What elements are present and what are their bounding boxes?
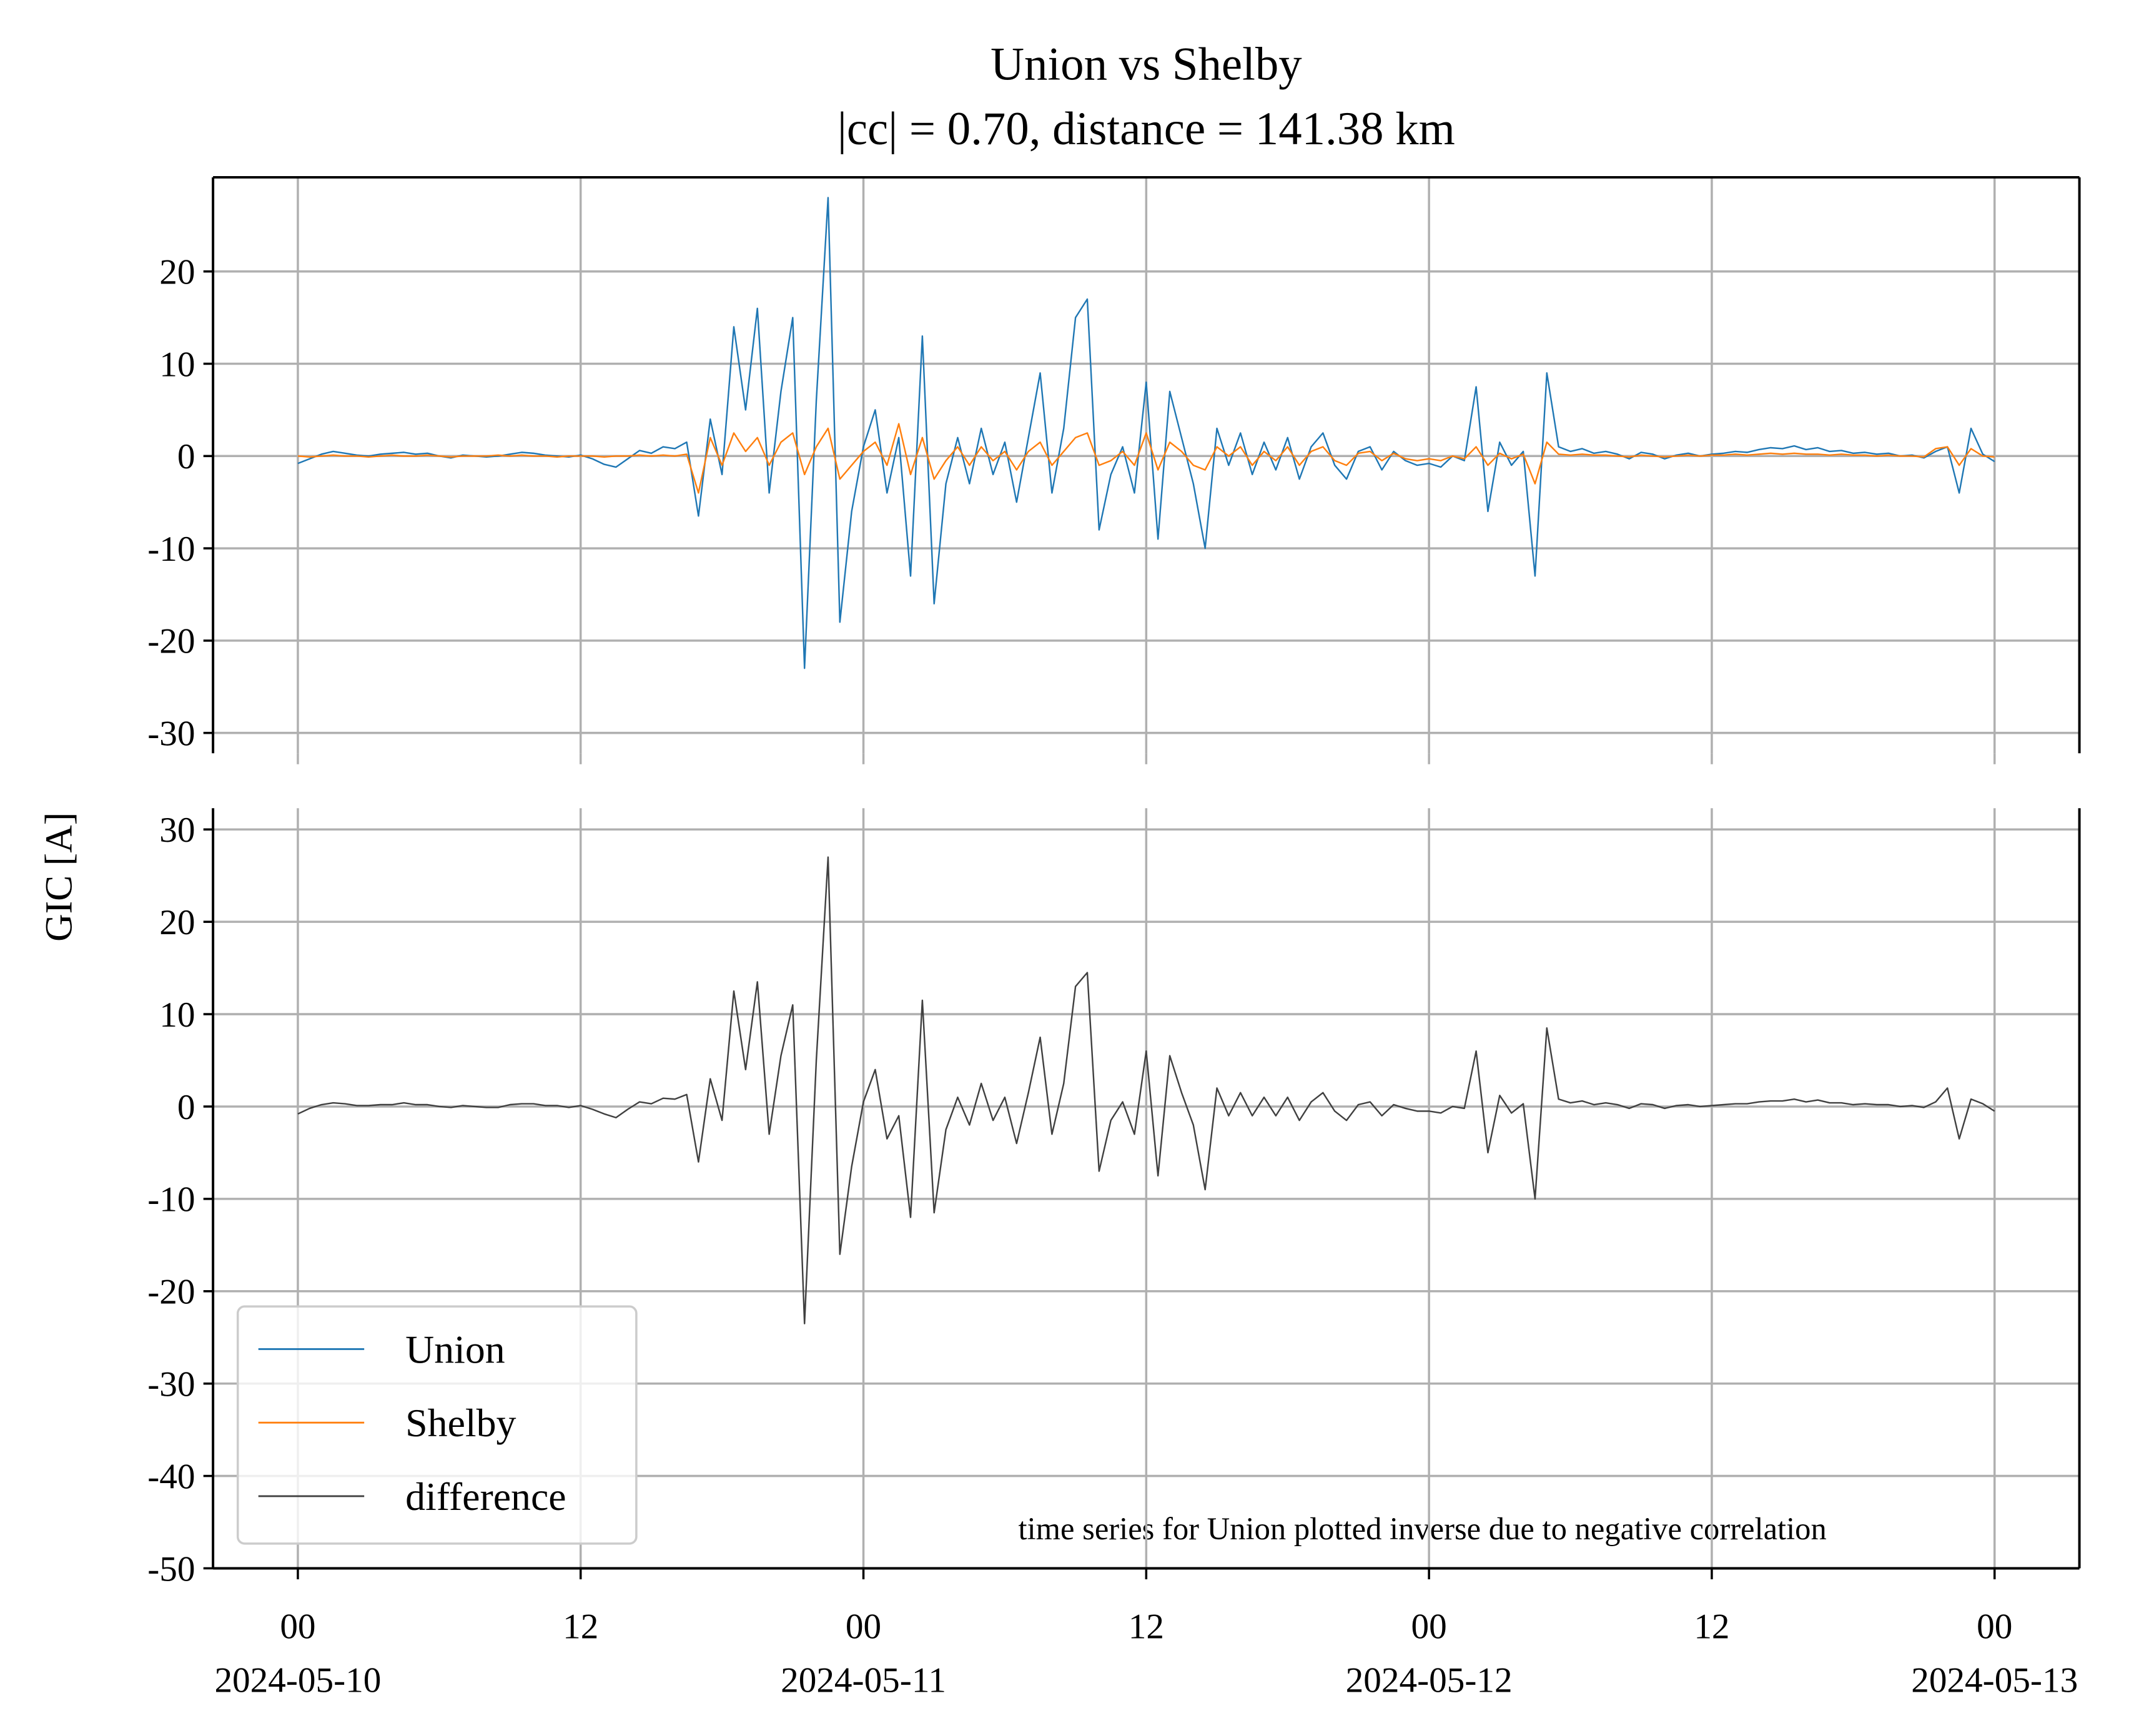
series-line — [297, 197, 1995, 669]
legend-label: Union — [405, 1327, 505, 1371]
y-tick-label: 10 — [159, 345, 195, 384]
x-tick-label: 00 — [280, 1607, 315, 1647]
y-tick-label: 0 — [177, 437, 195, 476]
y-tick-label: -20 — [147, 1273, 195, 1312]
legend-box — [236, 1305, 638, 1545]
y-tick-label: 20 — [159, 903, 195, 942]
x-tick-label: 00 — [846, 1607, 881, 1647]
annotation: time series for Union plotted inverse du… — [1019, 1511, 1827, 1546]
y-tick-label: -40 — [147, 1457, 195, 1496]
x-tick-date-label: 2024-05-11 — [781, 1661, 946, 1700]
chart-title: Union vs Shelby — [990, 39, 1302, 91]
y-tick-label: -50 — [147, 1549, 195, 1589]
y-tick-label: -10 — [147, 1180, 195, 1220]
x-tick-label: 12 — [1129, 1607, 1164, 1647]
legend-label: Shelby — [405, 1401, 516, 1445]
y-tick-label: 20 — [159, 253, 195, 292]
y-tick-label: 10 — [159, 995, 195, 1035]
plot-area — [297, 197, 1995, 669]
y-tick-label: -20 — [147, 622, 195, 661]
x-tick-date-label: 2024-05-13 — [1911, 1661, 2078, 1700]
x-tick-date-label: 2024-05-10 — [214, 1661, 381, 1700]
series-line — [297, 856, 1995, 1324]
y-axis-label: GIC [A] — [37, 812, 80, 942]
series-line — [297, 423, 1995, 494]
x-tick-label: 12 — [1694, 1607, 1729, 1647]
y-tick-label: 30 — [159, 811, 195, 850]
y-tick-label: -30 — [147, 714, 195, 753]
x-tick-label: 00 — [1977, 1607, 2012, 1647]
x-tick-label: 12 — [563, 1607, 598, 1647]
y-tick-label: -30 — [147, 1364, 195, 1404]
y-tick-label: -10 — [147, 530, 195, 569]
x-tick-label: 00 — [1411, 1607, 1447, 1647]
x-tick-date-label: 2024-05-12 — [1346, 1661, 1513, 1700]
legend-label: difference — [405, 1474, 566, 1519]
y-tick-label: 0 — [177, 1088, 195, 1127]
plot-area — [297, 856, 1995, 1324]
chart-subtitle: |cc| = 0.70, distance = 141.38 km — [837, 103, 1455, 155]
